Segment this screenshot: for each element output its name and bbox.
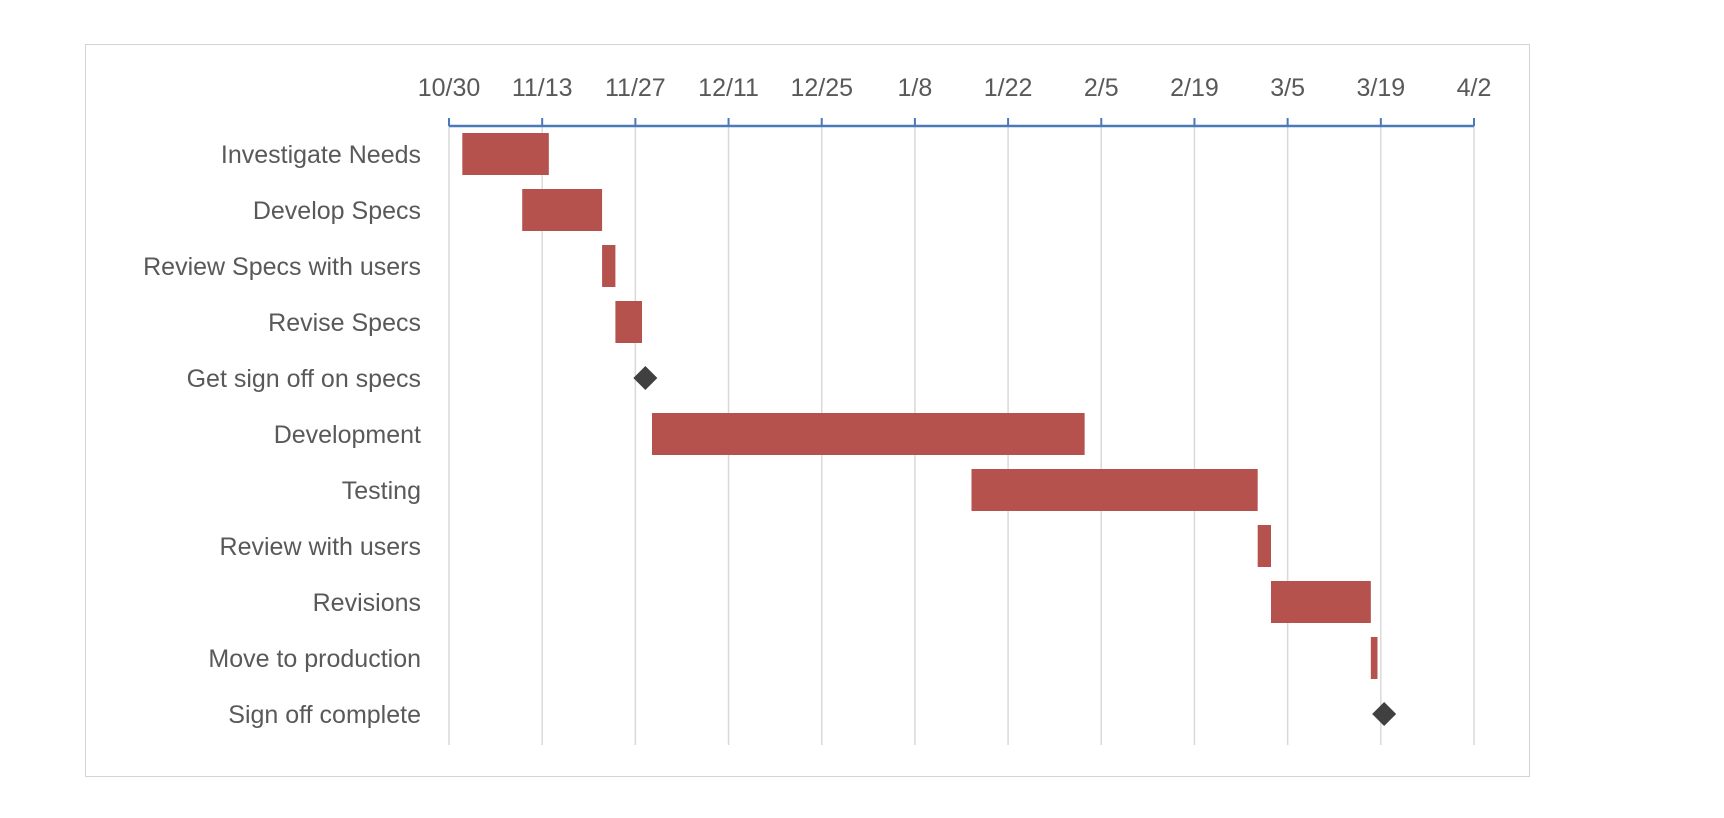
task-bar [652, 413, 1085, 455]
x-axis-tick-label: 3/5 [1270, 74, 1305, 102]
x-axis-tick-label: 12/11 [698, 74, 759, 102]
task-bar [971, 469, 1258, 511]
x-axis-tick-label: 3/19 [1356, 74, 1405, 102]
x-axis-tick-label: 12/25 [790, 74, 853, 102]
task-bar [1370, 637, 1378, 679]
task-bars [462, 133, 1397, 726]
task-label: Investigate Needs [221, 141, 421, 169]
milestone-marker [1372, 702, 1397, 726]
task-label: Sign off complete [228, 701, 421, 729]
x-axis-tick-label: 1/22 [984, 74, 1033, 102]
x-axis [448, 118, 1475, 128]
task-label: Revise Specs [268, 309, 421, 337]
task-label: Develop Specs [253, 197, 421, 225]
x-axis-tick-label: 10/30 [418, 74, 481, 102]
task-label: Move to production [208, 645, 421, 673]
milestone-marker [633, 366, 658, 390]
task-bar [602, 245, 616, 287]
task-bar [462, 133, 549, 175]
x-axis-tick-labels: 10/30 11/13 11/27 12/11 12/25 1/8 1/22 2/5 2/19 3… [418, 74, 1492, 102]
task-bar [615, 301, 643, 343]
task-label: Testing [342, 477, 421, 505]
task-bar [1270, 581, 1371, 623]
task-label: Revisions [313, 589, 421, 617]
x-axis-tick-label: 1/8 [898, 74, 933, 102]
x-axis-tick-label: 11/27 [605, 74, 666, 102]
gantt-chart-svg: 10/30 11/13 11/27 12/11 12/25 1/8 1/22 2/5 2/19 3… [143, 74, 1492, 745]
task-bar [522, 189, 603, 231]
task-labels: Investigate Needs Develop Specs Review Spe… [143, 141, 421, 729]
x-axis-tick-label: 2/19 [1170, 74, 1219, 102]
task-bar [1257, 525, 1271, 567]
task-label: Get sign off on specs [187, 365, 421, 393]
gantt-chart: 10/30 11/13 11/27 12/11 12/25 1/8 1/22 2/5 2/19 3… [85, 44, 1530, 777]
task-label: Review with users [220, 533, 421, 561]
task-label: Development [274, 421, 421, 449]
task-label: Review Specs with users [143, 253, 421, 281]
x-axis-tick-label: 2/5 [1084, 74, 1119, 102]
x-axis-tick-label: 11/13 [512, 74, 573, 102]
x-axis-tick-label: 4/2 [1457, 74, 1492, 102]
